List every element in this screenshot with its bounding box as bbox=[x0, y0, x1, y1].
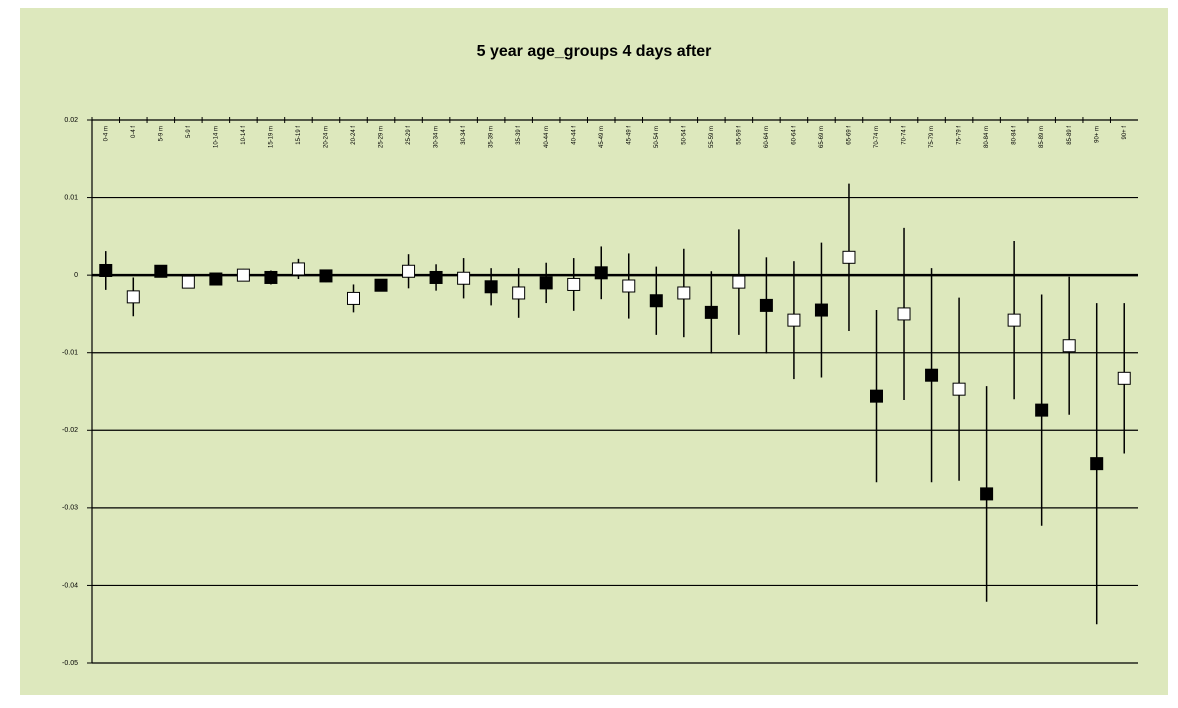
x-tick-label: 75-79 m bbox=[929, 126, 935, 148]
marker bbox=[539, 276, 553, 290]
marker bbox=[429, 270, 443, 284]
y-tick-label: -0.02 bbox=[62, 427, 78, 434]
x-tick-label: 85-89 m bbox=[1039, 126, 1045, 148]
y-tick-label: -0.03 bbox=[62, 505, 78, 512]
marker bbox=[347, 291, 360, 305]
y-tick-label: 0 bbox=[74, 272, 78, 279]
marker bbox=[814, 303, 828, 317]
x-tick-label: 35-39 m bbox=[489, 126, 495, 148]
y-tick-label: 0.01 bbox=[64, 194, 78, 201]
marker bbox=[291, 262, 305, 276]
marker bbox=[512, 286, 526, 300]
x-tick-label: 20-24 m bbox=[324, 126, 330, 148]
marker bbox=[897, 307, 911, 321]
marker bbox=[236, 268, 250, 282]
x-tick-label: 45-49 m bbox=[599, 126, 605, 148]
x-tick-label: 80-84 f bbox=[1012, 126, 1018, 145]
marker bbox=[181, 275, 195, 289]
x-tick-label: 15-19 f bbox=[296, 126, 302, 145]
marker bbox=[264, 270, 278, 284]
x-tick-label: 70-74 m bbox=[874, 126, 880, 148]
x-tick-label: 50-54 m bbox=[654, 126, 660, 148]
marker bbox=[870, 389, 883, 403]
x-tick-label: 40-44 f bbox=[571, 126, 577, 145]
marker bbox=[980, 487, 994, 501]
marker bbox=[567, 277, 581, 291]
x-tick-label: 10-14 m bbox=[213, 126, 219, 148]
marker bbox=[209, 272, 223, 286]
marker bbox=[1117, 371, 1131, 385]
marker bbox=[154, 264, 168, 278]
marker bbox=[732, 275, 746, 289]
x-tick-label: 10-14 f bbox=[241, 126, 247, 145]
x-tick-label: 35-39 f bbox=[516, 126, 522, 145]
x-tick-label: 75-79 f bbox=[957, 126, 963, 145]
x-tick-label: 80-84 m bbox=[984, 126, 990, 148]
x-tick-label: 30-34 f bbox=[461, 126, 467, 145]
marker bbox=[622, 279, 636, 293]
marker bbox=[126, 290, 140, 304]
marker bbox=[1062, 339, 1076, 353]
marker bbox=[842, 250, 856, 264]
chart-title: 5 year age_groups 4 days after bbox=[477, 43, 712, 60]
marker bbox=[787, 313, 801, 327]
x-tick-label: 0-4 m bbox=[103, 126, 109, 141]
marker bbox=[649, 294, 663, 308]
x-tick-label: 30-34 m bbox=[434, 126, 440, 148]
x-tick-label: 40-44 m bbox=[544, 126, 550, 148]
x-tick-label: 5-9 m bbox=[158, 126, 164, 141]
x-tick-label: 50-54 f bbox=[681, 126, 687, 145]
marker bbox=[1090, 457, 1104, 471]
x-tick-label: 60-64 m bbox=[764, 126, 770, 148]
marker bbox=[704, 305, 718, 319]
y-tick-label: -0.05 bbox=[62, 660, 78, 667]
y-tick-label: -0.04 bbox=[62, 582, 78, 589]
x-tick-label: 20-24 f bbox=[351, 126, 357, 145]
x-tick-label: 15-19 m bbox=[268, 126, 274, 148]
x-tick-label: 55-59 m bbox=[709, 126, 715, 148]
marker bbox=[319, 269, 333, 283]
y-tick-label: -0.01 bbox=[62, 350, 78, 357]
marker bbox=[677, 286, 691, 300]
marker bbox=[594, 266, 608, 280]
x-tick-label: 60-64 f bbox=[791, 126, 797, 145]
marker bbox=[402, 264, 416, 278]
x-tick-label: 65-69 f bbox=[847, 126, 853, 145]
x-tick-label: 5-9 f bbox=[186, 126, 192, 138]
chart-background bbox=[20, 8, 1168, 695]
marker bbox=[925, 368, 939, 382]
marker bbox=[484, 280, 498, 294]
marker bbox=[374, 278, 388, 292]
x-tick-label: 25-29 f bbox=[406, 126, 412, 145]
x-tick-label: 55-59 f bbox=[736, 126, 742, 145]
x-tick-label: 85-89 f bbox=[1067, 126, 1073, 145]
x-tick-label: 0-4 f bbox=[131, 126, 137, 138]
x-tick-label: 25-29 m bbox=[379, 126, 385, 148]
x-tick-label: 70-74 f bbox=[902, 126, 908, 145]
x-tick-label: 65-69 m bbox=[819, 126, 825, 148]
marker bbox=[1035, 403, 1049, 417]
x-tick-label: 90+ m bbox=[1094, 126, 1100, 143]
marker bbox=[759, 298, 773, 312]
y-tick-label: 0.02 bbox=[64, 117, 78, 124]
marker bbox=[1007, 313, 1021, 327]
marker bbox=[99, 263, 113, 277]
marker bbox=[952, 382, 966, 396]
x-tick-label: 45-49 f bbox=[626, 126, 632, 145]
marker bbox=[457, 271, 471, 285]
x-tick-label: 90+ f bbox=[1122, 126, 1128, 140]
